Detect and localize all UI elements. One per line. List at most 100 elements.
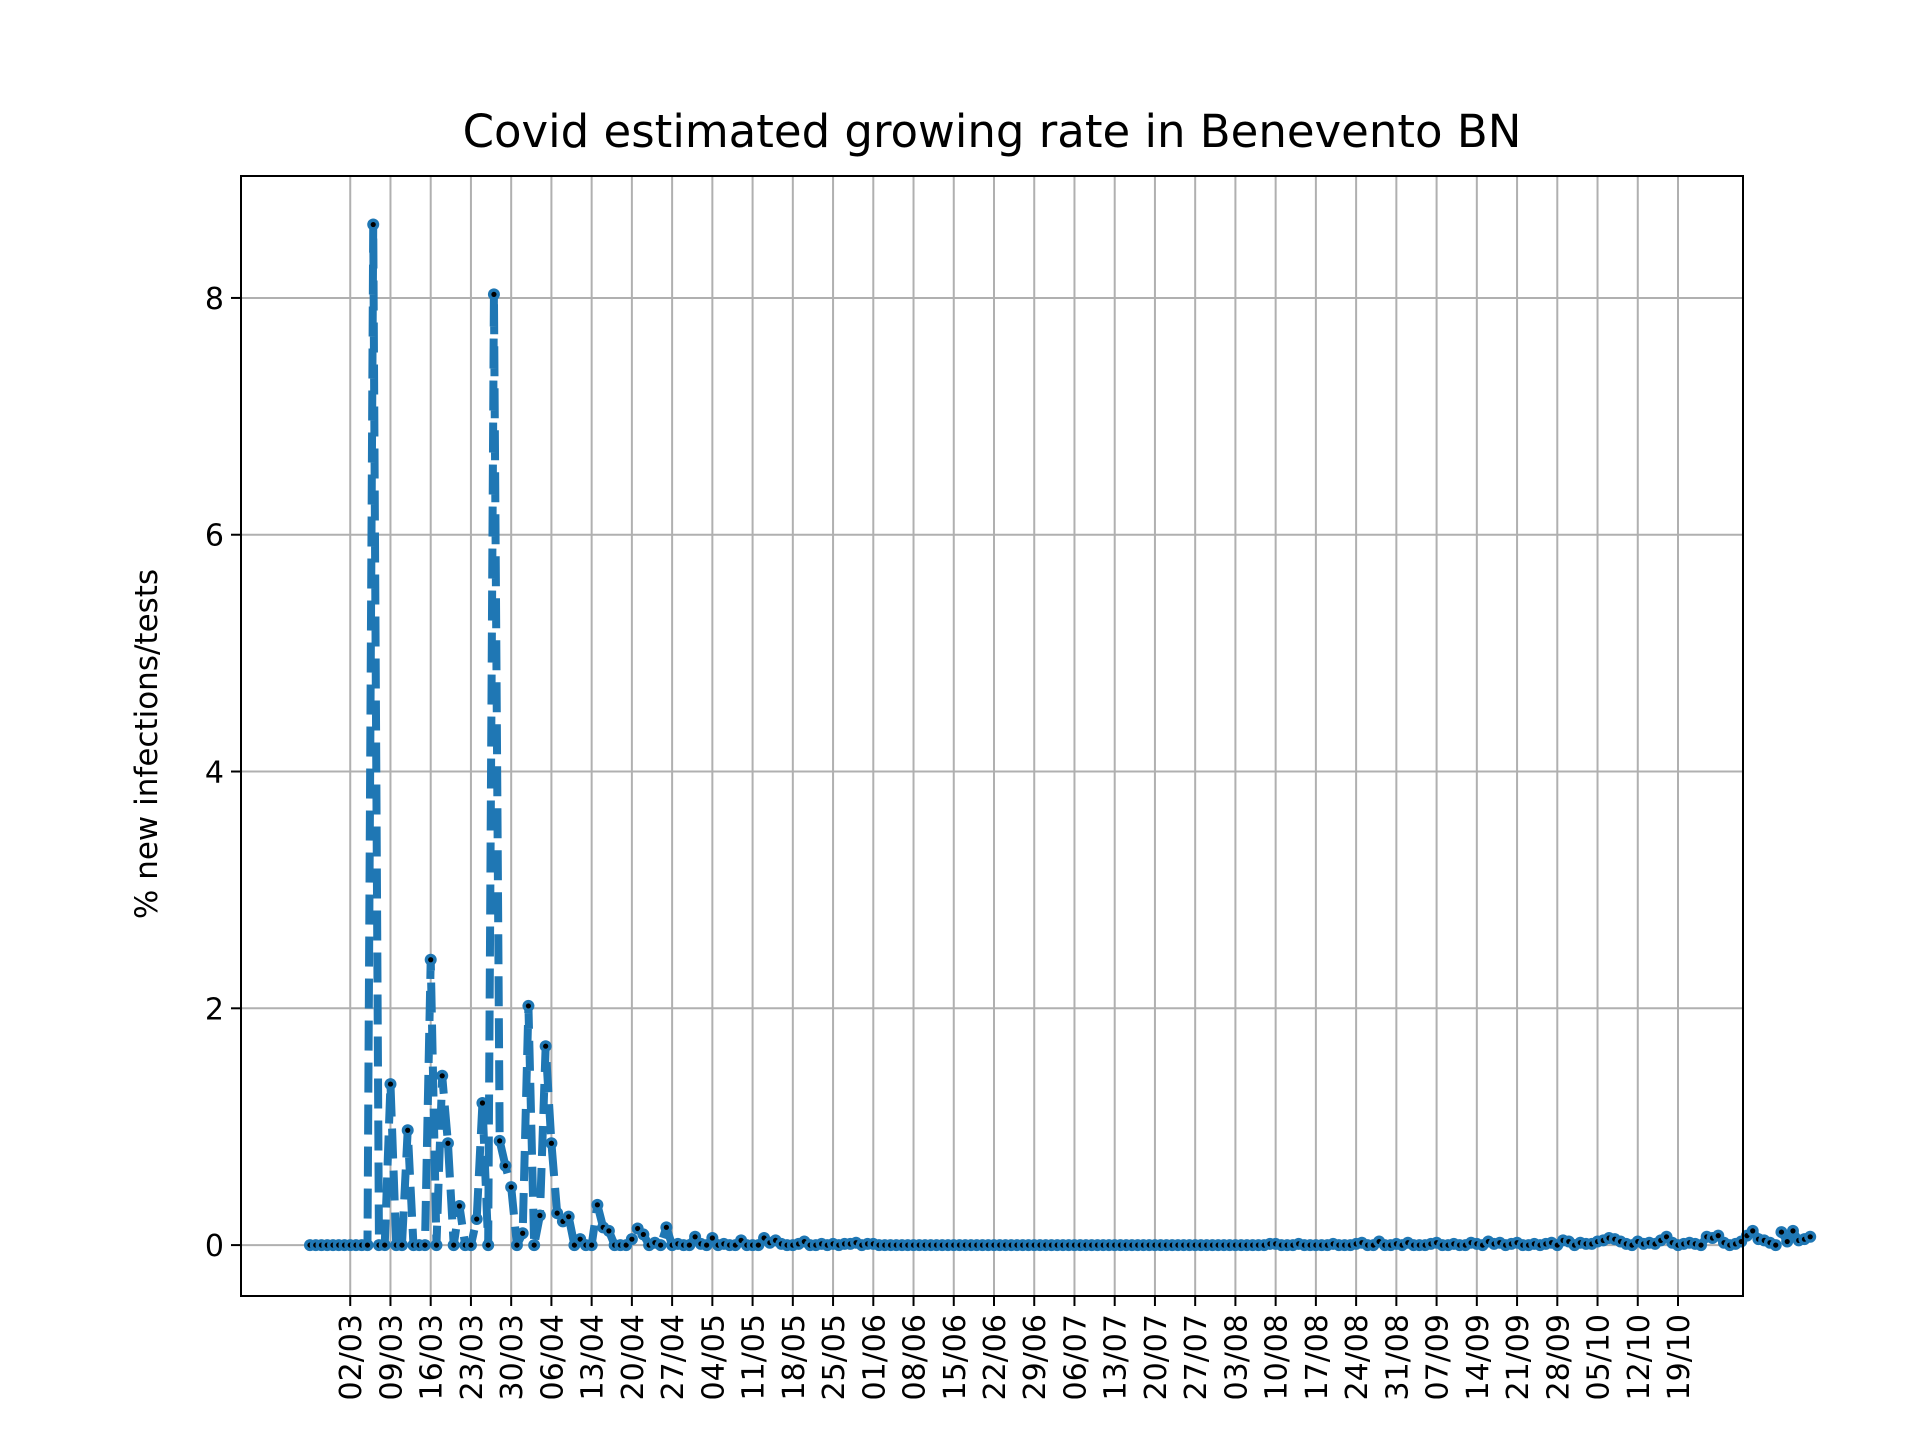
x-tick-label: 20/04 bbox=[616, 1314, 651, 1400]
x-tick-label: 30/03 bbox=[495, 1314, 530, 1400]
series-line bbox=[310, 220, 1812, 1250]
data-point-center bbox=[658, 1242, 664, 1248]
x-tick-label: 28/09 bbox=[1541, 1314, 1576, 1400]
data-point-center bbox=[399, 1242, 405, 1248]
data-point-center bbox=[554, 1210, 560, 1216]
x-tick-label: 13/07 bbox=[1099, 1314, 1134, 1400]
data-point-center bbox=[502, 1163, 509, 1169]
data-point-center bbox=[525, 1003, 532, 1009]
x-tick-label: 16/03 bbox=[415, 1314, 450, 1400]
data-point-center bbox=[1663, 1234, 1670, 1240]
data-point-center bbox=[508, 1184, 514, 1190]
x-tick-label: 21/09 bbox=[1501, 1314, 1536, 1400]
x-tick-label: 08/06 bbox=[898, 1314, 933, 1400]
chart-title: Covid estimated growing rate in Benevent… bbox=[463, 105, 1522, 158]
data-point-center bbox=[606, 1228, 612, 1234]
x-tick-label: 03/08 bbox=[1219, 1314, 1254, 1400]
x-tick-label: 27/04 bbox=[656, 1314, 691, 1400]
x-tick-label: 17/08 bbox=[1300, 1314, 1335, 1400]
x-tick-label: 25/05 bbox=[817, 1314, 852, 1400]
x-tick-label: 01/06 bbox=[857, 1314, 892, 1400]
data-point-center bbox=[451, 1242, 457, 1248]
data-point-center bbox=[692, 1234, 698, 1240]
data-point-center bbox=[1778, 1229, 1785, 1235]
data-point-center bbox=[520, 1230, 526, 1236]
x-tick-label: 06/04 bbox=[535, 1314, 570, 1400]
x-tick-label: 14/09 bbox=[1461, 1314, 1496, 1400]
data-point-center bbox=[531, 1242, 537, 1248]
data-point-center bbox=[537, 1212, 543, 1219]
data-point-center bbox=[635, 1225, 641, 1232]
x-tick-label: 15/06 bbox=[938, 1314, 973, 1400]
data-point-center bbox=[497, 1138, 503, 1144]
data-point-center bbox=[468, 1242, 474, 1248]
x-tick-label: 11/05 bbox=[737, 1314, 772, 1400]
x-tick-label: 12/10 bbox=[1622, 1314, 1657, 1400]
series-layer bbox=[304, 218, 1817, 1252]
x-tick-label: 02/03 bbox=[334, 1314, 369, 1400]
data-point-center bbox=[1784, 1238, 1790, 1245]
data-point-center bbox=[755, 1242, 761, 1248]
x-tick-label: 22/06 bbox=[978, 1314, 1013, 1400]
data-point-center bbox=[589, 1242, 595, 1248]
data-point-center bbox=[623, 1242, 629, 1248]
data-point-center bbox=[571, 1242, 578, 1248]
x-tick-label: 20/07 bbox=[1139, 1314, 1174, 1400]
x-tick-label: 31/08 bbox=[1380, 1314, 1415, 1400]
data-point-center bbox=[686, 1242, 692, 1248]
y-tick-label: 6 bbox=[205, 519, 224, 554]
y-tick-label: 2 bbox=[205, 992, 224, 1027]
data-point-center bbox=[1750, 1228, 1756, 1234]
axis-ticks: 0 2 4 6 8 02/03 09/03 16/03 23/03 30/03 06/04 13/04… bbox=[205, 282, 1697, 1401]
data-point-center bbox=[1807, 1234, 1813, 1240]
data-point-center bbox=[709, 1235, 715, 1241]
y-tick-label: 4 bbox=[205, 756, 224, 791]
x-tick-label: 09/03 bbox=[374, 1314, 409, 1400]
data-point-center bbox=[548, 1140, 555, 1146]
x-tick-label: 06/07 bbox=[1058, 1314, 1093, 1400]
data-point-center bbox=[577, 1236, 583, 1242]
x-tick-label: 04/05 bbox=[696, 1314, 731, 1400]
x-tick-label: 13/04 bbox=[576, 1314, 611, 1400]
data-point-center bbox=[491, 291, 497, 297]
data-point-center bbox=[640, 1231, 646, 1238]
data-point-center bbox=[1698, 1242, 1704, 1248]
data-point-center bbox=[663, 1224, 669, 1230]
data-point-center bbox=[1790, 1228, 1796, 1234]
data-point-center bbox=[566, 1214, 572, 1220]
x-tick-label: 23/03 bbox=[455, 1314, 490, 1400]
data-point-center bbox=[514, 1242, 520, 1248]
data-point-center bbox=[543, 1043, 549, 1049]
data-point-center bbox=[629, 1236, 635, 1242]
y-tick-label: 8 bbox=[205, 282, 224, 317]
data-point-center bbox=[370, 221, 376, 228]
data-point-center bbox=[456, 1203, 463, 1209]
data-point-center bbox=[387, 1081, 394, 1087]
data-point-center bbox=[405, 1127, 411, 1133]
data-point-center bbox=[1715, 1233, 1721, 1239]
data-point-center bbox=[1773, 1242, 1779, 1248]
plot-frame bbox=[240, 175, 1744, 1297]
x-tick-label: 19/10 bbox=[1662, 1314, 1697, 1400]
data-point-center bbox=[428, 957, 434, 963]
data-point-center bbox=[474, 1216, 480, 1222]
y-axis-label: % new infections/tests bbox=[129, 569, 165, 919]
data-point-center bbox=[433, 1242, 440, 1248]
x-tick-label: 07/09 bbox=[1421, 1314, 1456, 1400]
x-tick-label: 27/07 bbox=[1179, 1314, 1214, 1400]
x-tick-label: 10/08 bbox=[1260, 1314, 1295, 1400]
x-tick-label: 18/05 bbox=[777, 1314, 812, 1400]
data-point-center bbox=[364, 1242, 371, 1248]
data-point-center bbox=[422, 1242, 428, 1248]
data-point-center bbox=[594, 1202, 600, 1208]
data-point-center bbox=[382, 1242, 388, 1248]
x-tick-label: 24/08 bbox=[1340, 1314, 1375, 1400]
data-point-center bbox=[439, 1073, 445, 1079]
data-point-center bbox=[704, 1242, 710, 1248]
x-tick-label: 05/10 bbox=[1582, 1314, 1617, 1400]
x-tick-label: 29/06 bbox=[1018, 1314, 1053, 1400]
grid-lines bbox=[241, 176, 1743, 1296]
data-point-center bbox=[485, 1242, 491, 1248]
data-point-center bbox=[479, 1100, 486, 1106]
